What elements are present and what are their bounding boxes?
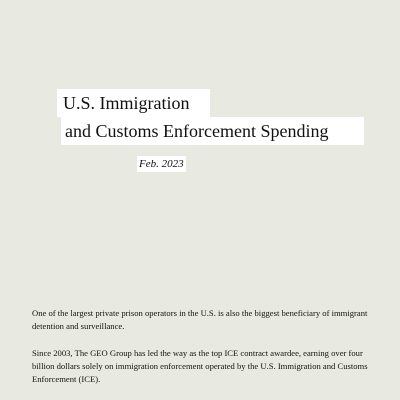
- intro-paragraph: One of the largest private prison operat…: [32, 308, 368, 331]
- page-title-line-1: U.S. Immigration: [57, 89, 210, 117]
- geo-group-paragraph: Since 2003, The GEO Group has led the wa…: [32, 348, 368, 384]
- page-title-line-2: and Customs Enforcement Spending: [61, 117, 364, 145]
- date-label: Feb. 2023: [137, 156, 186, 172]
